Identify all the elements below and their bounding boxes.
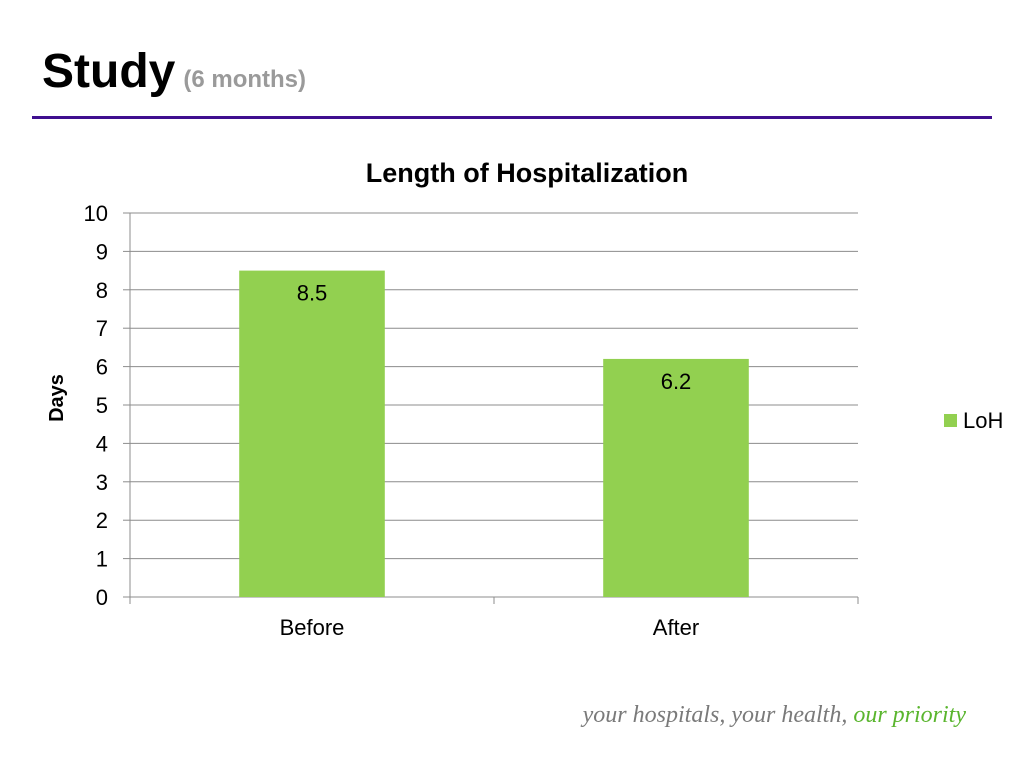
- y-axis-title: Days: [46, 374, 68, 422]
- slide-subtitle: (6 months): [183, 66, 307, 93]
- y-tick-label: 5: [96, 393, 108, 418]
- y-tick-label: 1: [96, 547, 108, 572]
- y-tick-label: 0: [96, 585, 108, 610]
- slide-title: Study (6 months): [42, 44, 306, 99]
- y-tick-label: 2: [96, 508, 108, 533]
- tagline-accent: our priority: [853, 702, 966, 728]
- legend-label: LoH: [963, 408, 1003, 433]
- data-label: 6.2: [661, 369, 692, 394]
- y-tick-label: 7: [96, 316, 108, 341]
- y-tick-label: 8: [96, 278, 108, 303]
- y-tick-label: 3: [96, 470, 108, 495]
- chart-title: Length of Hospitalization: [366, 158, 688, 188]
- y-tick-label: 4: [96, 431, 108, 456]
- bar-before: [239, 270, 385, 597]
- legend-swatch: [944, 414, 957, 427]
- title-divider: [32, 116, 992, 119]
- x-category-label: After: [653, 615, 699, 640]
- x-category-label: Before: [280, 615, 345, 640]
- tagline-main: your hospitals, your health,: [582, 702, 848, 728]
- bar-after: [603, 358, 749, 597]
- y-tick-label: 9: [96, 239, 108, 264]
- footer-tagline: your hospitals, your health, our priorit…: [583, 702, 966, 729]
- slide-title-main: Study: [42, 45, 176, 98]
- y-tick-label: 6: [96, 355, 108, 380]
- data-label: 8.5: [297, 281, 328, 306]
- y-tick-label: 10: [84, 201, 108, 226]
